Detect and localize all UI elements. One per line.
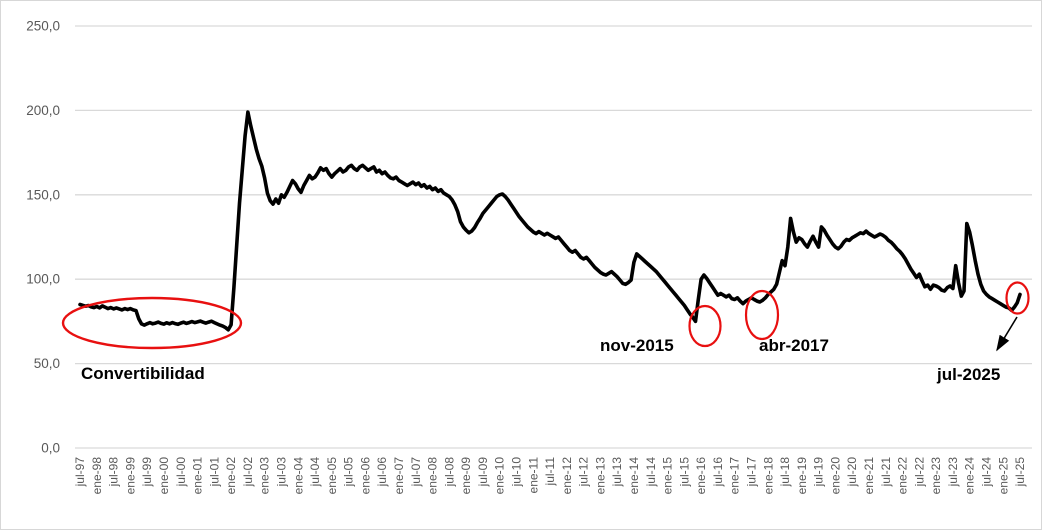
x-axis-tick-label: ene-17 bbox=[728, 457, 742, 495]
x-axis-tick-label: ene-01 bbox=[191, 457, 205, 495]
x-axis-tick-label: ene-11 bbox=[526, 457, 540, 494]
x-axis-tick-label: ene-12 bbox=[560, 457, 574, 495]
x-axis-tick-label: ene-98 bbox=[90, 457, 104, 495]
x-axis-tick-label: ene-00 bbox=[157, 457, 171, 495]
x-axis-tick-label: ene-22 bbox=[896, 457, 910, 495]
y-axis-tick-label: 150,0 bbox=[26, 187, 60, 202]
x-axis-tick-label: ene-03 bbox=[258, 457, 272, 495]
x-axis: jul-97 ene-98 jul-98 ene-99 jul-99 ene-00 jul-… bbox=[73, 457, 1027, 495]
x-axis-tick-label: jul-99 bbox=[140, 457, 154, 488]
annotation-label-nov-2015: nov-2015 bbox=[600, 336, 674, 355]
x-axis-tick-label: ene-06 bbox=[358, 457, 372, 495]
annotation-label-abr-2017: abr-2017 bbox=[759, 336, 829, 355]
x-axis-tick-label: jul-13 bbox=[610, 457, 624, 488]
x-axis-tick-label: ene-18 bbox=[761, 457, 775, 495]
x-axis-tick-label: jul-17 bbox=[744, 457, 758, 488]
y-axis-tick-label: 0,0 bbox=[41, 441, 60, 456]
annotation-ellipse-abr-2017 bbox=[744, 289, 780, 341]
x-axis-tick-label: jul-24 bbox=[979, 457, 993, 488]
y-axis: 0,0 50,0 100,0 150,0 200,0 250,0 bbox=[26, 19, 1032, 456]
x-axis-tick-label: jul-00 bbox=[174, 457, 188, 488]
x-axis-tick-label: jul-19 bbox=[812, 457, 826, 488]
x-axis-tick-label: jul-10 bbox=[509, 457, 523, 488]
x-axis-tick-label: ene-13 bbox=[593, 457, 607, 495]
x-axis-tick-label: jul-16 bbox=[711, 457, 725, 488]
x-axis-tick-label: jul-04 bbox=[308, 457, 322, 488]
x-axis-tick-label: jul-14 bbox=[644, 457, 658, 488]
x-axis-tick-label: ene-04 bbox=[291, 457, 305, 495]
y-axis-tick-label: 50,0 bbox=[34, 356, 60, 371]
x-axis-tick-label: jul-01 bbox=[207, 457, 221, 488]
data-series-line bbox=[78, 110, 1022, 332]
x-axis-tick-label: jul-18 bbox=[778, 457, 792, 488]
x-axis-tick-label: ene-25 bbox=[996, 457, 1010, 495]
annotation-label-jul-2025: jul-2025 bbox=[937, 365, 1001, 384]
x-axis-tick-label: jul-21 bbox=[879, 457, 893, 488]
x-axis-tick-label: jul-22 bbox=[912, 457, 926, 488]
annotation-ellipse-nov-2015 bbox=[688, 304, 722, 348]
y-axis-tick-label: 200,0 bbox=[26, 103, 60, 118]
x-axis-tick-label: ene-05 bbox=[325, 457, 339, 495]
x-axis-tick-label: ene-09 bbox=[459, 457, 473, 495]
x-axis-tick-label: ene-07 bbox=[392, 457, 406, 495]
annotation-label-convertibilidad: Convertibilidad bbox=[81, 364, 205, 383]
x-axis-tick-label: ene-21 bbox=[862, 457, 876, 495]
x-axis-tick-label: ene-99 bbox=[123, 457, 137, 495]
x-axis-tick-label: ene-10 bbox=[493, 457, 507, 495]
x-axis-tick-label: jul-11 bbox=[543, 457, 557, 487]
x-axis-tick-label: jul-09 bbox=[476, 457, 490, 488]
x-axis-tick-label: ene-14 bbox=[627, 457, 641, 495]
x-axis-tick-label: jul-03 bbox=[274, 457, 288, 488]
x-axis-tick-label: jul-12 bbox=[577, 457, 591, 488]
x-axis-tick-label: ene-24 bbox=[963, 457, 977, 495]
y-axis-tick-label: 100,0 bbox=[26, 272, 60, 287]
x-axis-tick-label: jul-20 bbox=[845, 457, 859, 488]
x-axis-tick-label: ene-20 bbox=[828, 457, 842, 495]
x-axis-tick-label: ene-15 bbox=[661, 457, 675, 495]
annotation-ellipse-convertibilidad bbox=[61, 296, 243, 350]
y-axis-tick-label: 250,0 bbox=[26, 19, 60, 34]
x-axis-tick-label: ene-02 bbox=[224, 457, 238, 495]
annotation-ellipse-jul-2025 bbox=[1005, 281, 1030, 315]
x-axis-tick-label: jul-06 bbox=[375, 457, 389, 488]
x-axis-tick-label: jul-02 bbox=[241, 457, 255, 488]
x-axis-tick-label: jul-05 bbox=[342, 457, 356, 488]
x-axis-tick-label: jul-23 bbox=[946, 457, 960, 488]
x-axis-tick-label: ene-19 bbox=[795, 457, 809, 495]
x-axis-tick-label: ene-16 bbox=[694, 457, 708, 495]
annotation-arrow bbox=[996, 316, 1018, 352]
x-axis-tick-label: jul-98 bbox=[107, 457, 121, 488]
x-axis-tick-label: jul-25 bbox=[1013, 457, 1027, 488]
x-axis-tick-label: ene-08 bbox=[426, 457, 440, 495]
x-axis-tick-label: jul-15 bbox=[677, 457, 691, 488]
x-axis-tick-label: jul-08 bbox=[442, 457, 456, 488]
x-axis-tick-label: jul-07 bbox=[409, 457, 423, 488]
x-axis-tick-label: ene-23 bbox=[929, 457, 943, 495]
x-axis-tick-label: jul-97 bbox=[73, 457, 87, 488]
